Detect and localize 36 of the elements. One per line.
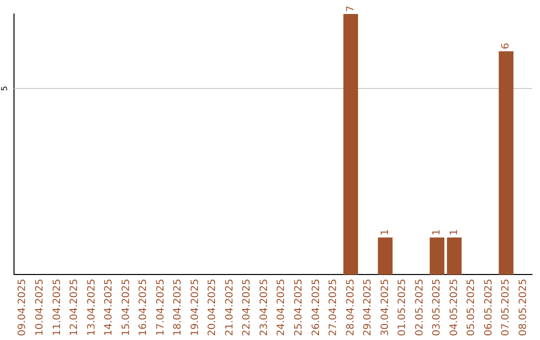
- x-tick-label: 19.04.2025: [190, 278, 201, 336]
- x-tick-label: 06.05.2025: [483, 278, 494, 336]
- x-tick-label: 27.04.2025: [328, 278, 340, 336]
- data-label: 1: [432, 229, 443, 236]
- x-tick-label: 16.04.2025: [138, 278, 150, 336]
- x-tick-label: 10.04.2025: [34, 278, 46, 336]
- data-label: 6: [500, 42, 512, 50]
- x-tick-label: 26.04.2025: [310, 278, 322, 336]
- x-tick-label: 09.04.2025: [17, 278, 28, 336]
- x-tick-label: 30.04.2025: [380, 278, 391, 336]
- x-tick-label: 22.04.2025: [242, 278, 253, 336]
- x-tick-label: 21.04.2025: [224, 278, 236, 336]
- x-tick-label: 23.04.2025: [258, 278, 270, 336]
- x-tick-label: 15.04.2025: [120, 278, 132, 336]
- x-tick-label: 12.04.2025: [69, 278, 80, 336]
- x-tick-label: 13.04.2025: [86, 278, 98, 336]
- x-tick-label: 18.04.2025: [172, 278, 184, 336]
- x-tick-label: 03.05.2025: [432, 278, 443, 336]
- x-tick-label: 11.04.2025: [52, 278, 63, 336]
- x-tick-label: 01.05.2025: [397, 278, 408, 336]
- x-tick-label: 25.04.2025: [293, 278, 304, 336]
- x-tick-label: 05.05.2025: [466, 278, 478, 336]
- x-tick-label: 17.04.2025: [155, 278, 166, 336]
- data-label: 1: [380, 229, 391, 236]
- x-tick-label: 07.05.2025: [500, 278, 512, 336]
- data-label: 1: [448, 229, 460, 236]
- ref-line-label: 5: [0, 86, 10, 92]
- x-tick-label: 08.05.2025: [518, 278, 529, 336]
- x-tick-label: 29.04.2025: [362, 278, 374, 336]
- x-tick-label: 24.04.2025: [276, 278, 288, 336]
- x-tick-label: 14.04.2025: [104, 278, 115, 336]
- x-tick-label: 04.05.2025: [448, 278, 460, 336]
- data-label: 7: [345, 6, 356, 12]
- x-tick-label: 02.05.2025: [414, 278, 426, 336]
- x-tick-label: 28.04.2025: [345, 278, 356, 336]
- x-tick-label: 20.04.2025: [207, 278, 218, 336]
